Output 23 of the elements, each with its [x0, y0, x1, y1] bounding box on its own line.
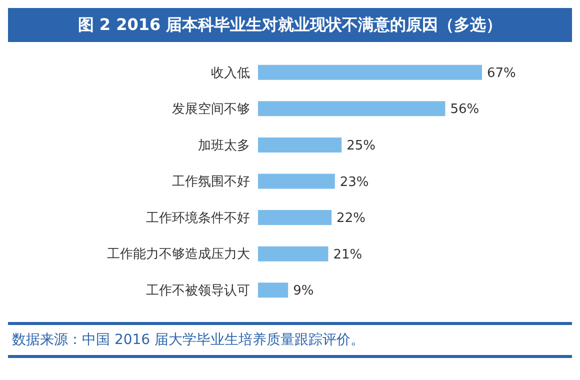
y-tick-label: 收入低: [211, 66, 250, 81]
bar: [258, 210, 332, 226]
data-label: 25%: [346, 138, 376, 154]
y-tick-label: 加班太多: [198, 138, 250, 154]
data-label: 23%: [340, 174, 369, 190]
chart-title: 图 2 2016 届本科毕业生对就业现状不满意的原因（多选）: [8, 8, 572, 42]
bar: [258, 64, 482, 80]
bar: [258, 246, 328, 262]
data-label: 21%: [333, 247, 362, 262]
data-label: 22%: [336, 211, 366, 226]
y-tick-label: 工作不被领导认可: [146, 283, 250, 298]
bar: [258, 101, 446, 116]
bar: [258, 174, 335, 189]
source-note: 数据来源：中国 2016 届大学毕业生培养质量跟踪评价。: [12, 331, 366, 349]
y-tick-label: 发展空间不够: [172, 102, 250, 118]
y-tick-label: 工作氛围不好: [172, 174, 250, 190]
y-tick-label: 工作环境条件不好: [146, 210, 250, 226]
data-label: 9%: [293, 284, 314, 299]
y-tick-label: 工作能力不够造成压力大: [107, 247, 250, 262]
bar: [258, 282, 288, 298]
data-label: 56%: [450, 102, 480, 118]
data-label: 67%: [487, 66, 516, 81]
bar: [258, 137, 342, 152]
